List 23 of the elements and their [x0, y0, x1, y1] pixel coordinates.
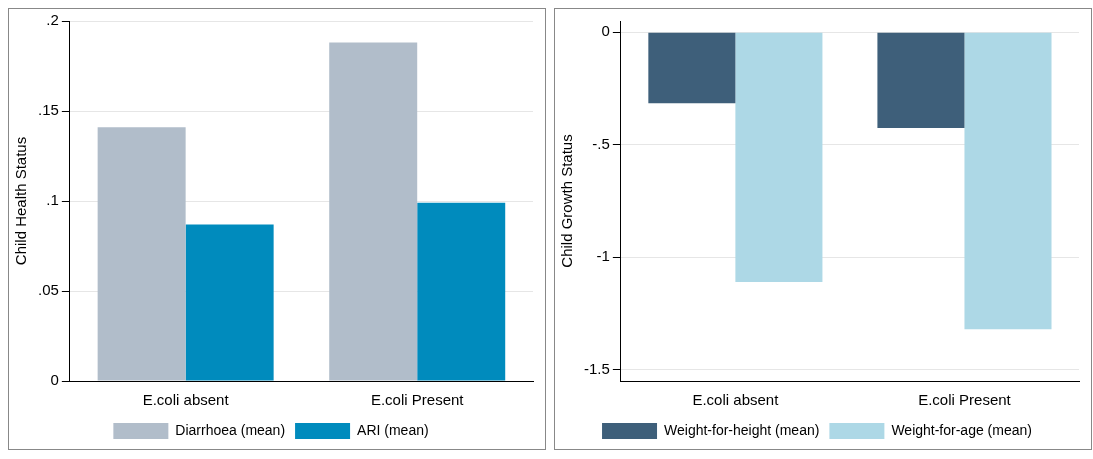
y-tick-label: .05	[37, 281, 59, 299]
bar	[329, 42, 418, 381]
y-tick-label: -1	[596, 247, 610, 265]
x-tick-label: E.coli Present	[918, 391, 1012, 409]
y-axis-title: Child Health Status	[12, 136, 30, 266]
legend-label: Weight-for-age (mean)	[891, 421, 1032, 438]
bar	[417, 202, 506, 381]
y-tick-label: -.5	[592, 134, 610, 152]
y-tick-label: -1.5	[583, 359, 610, 377]
y-tick-label: .15	[37, 101, 59, 119]
legend-label: ARI (mean)	[357, 421, 429, 438]
bar	[185, 224, 274, 381]
x-tick-label: E.coli absent	[142, 391, 230, 409]
legend-label: Weight-for-height (mean)	[664, 421, 820, 438]
legend-label: Diarrhoea (mean)	[175, 421, 286, 438]
y-axis-title: Child Growth Status	[558, 134, 576, 268]
y-tick-label: 0	[601, 22, 610, 40]
x-tick-label: E.coli absent	[692, 391, 780, 409]
y-tick-label: 0	[50, 371, 59, 389]
bar	[97, 127, 186, 381]
x-tick-label: E.coli Present	[370, 391, 465, 409]
y-tick-label: .2	[46, 11, 59, 29]
y-tick-label: .1	[46, 191, 59, 209]
